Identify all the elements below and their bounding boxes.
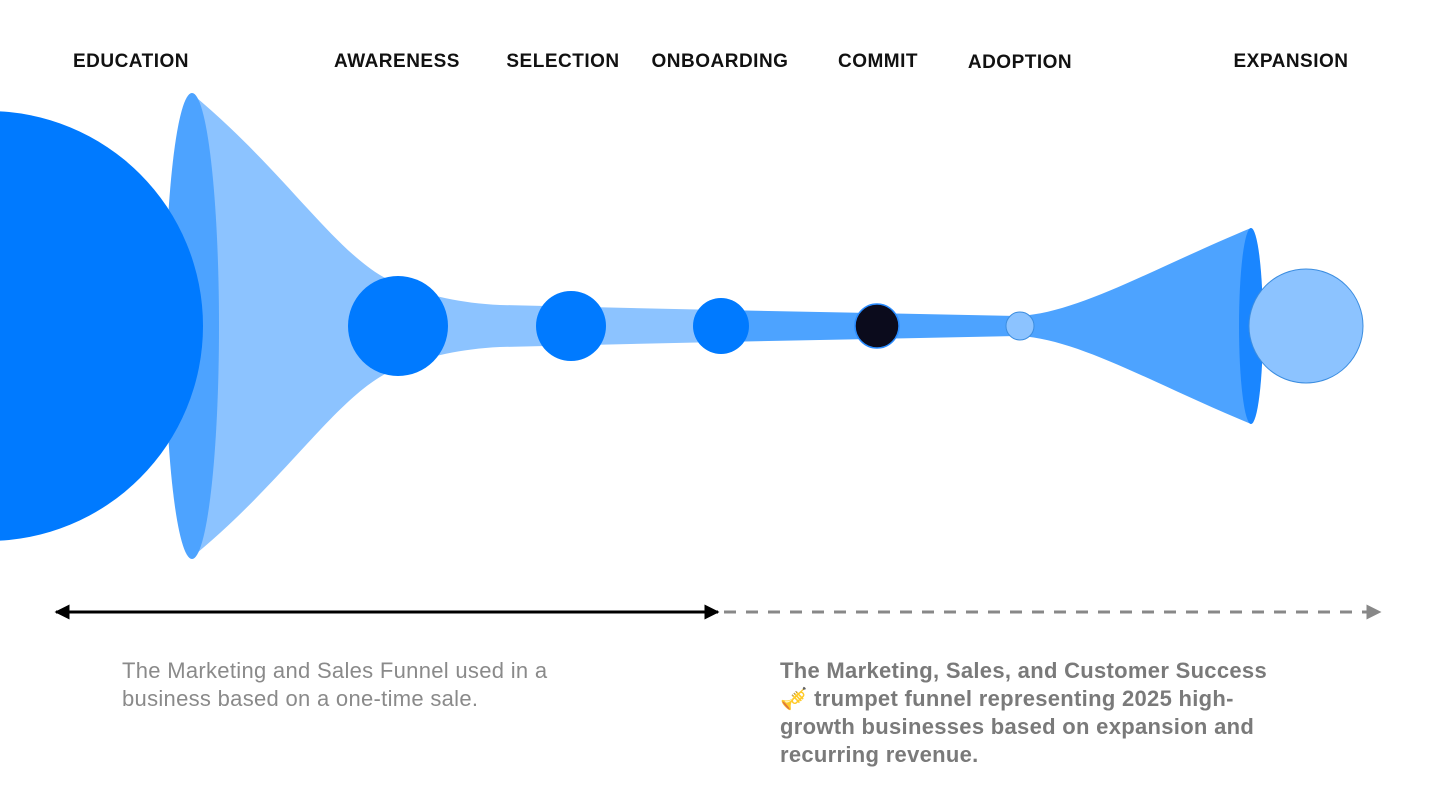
stage-label: EDUCATION [73,51,189,72]
caption-left: The Marketing and Sales Funnel used in a… [122,658,548,711]
awareness-circle [348,276,448,376]
caption-line: growth businesses based on expansion and [780,714,1254,739]
stage-label: ADOPTION [968,52,1072,73]
stage-label: SELECTION [506,51,619,72]
caption-line: 🎺 trumpet funnel representing 2025 high- [780,686,1234,711]
caption-line: The Marketing and Sales Funnel used in a [122,658,548,683]
funnel-light [191,93,720,558]
stage-label: AWARENESS [334,51,460,72]
caption-line: business based on a one-time sale. [122,686,478,711]
stage-label: COMMIT [838,51,918,72]
stage-label: EXPANSION [1233,51,1348,72]
trumpet-bell [1020,228,1251,424]
selection-circle [536,291,606,361]
adoption-circle [1005,311,1035,341]
expansion-circle [1248,268,1364,384]
funnel-shapes [0,93,1364,559]
stage-labels: EDUCATION AWARENESS SELECTION ONBOARDING… [73,51,1348,73]
commit-circle [854,303,900,349]
stage-label: ONBOARDING [652,51,789,72]
caption-line: recurring revenue. [780,742,979,767]
caption-line: The Marketing, Sales, and Customer Succe… [780,658,1267,683]
education-circle [0,111,203,541]
caption-right: The Marketing, Sales, and Customer Succe… [780,658,1267,767]
onboarding-circle [693,298,749,354]
